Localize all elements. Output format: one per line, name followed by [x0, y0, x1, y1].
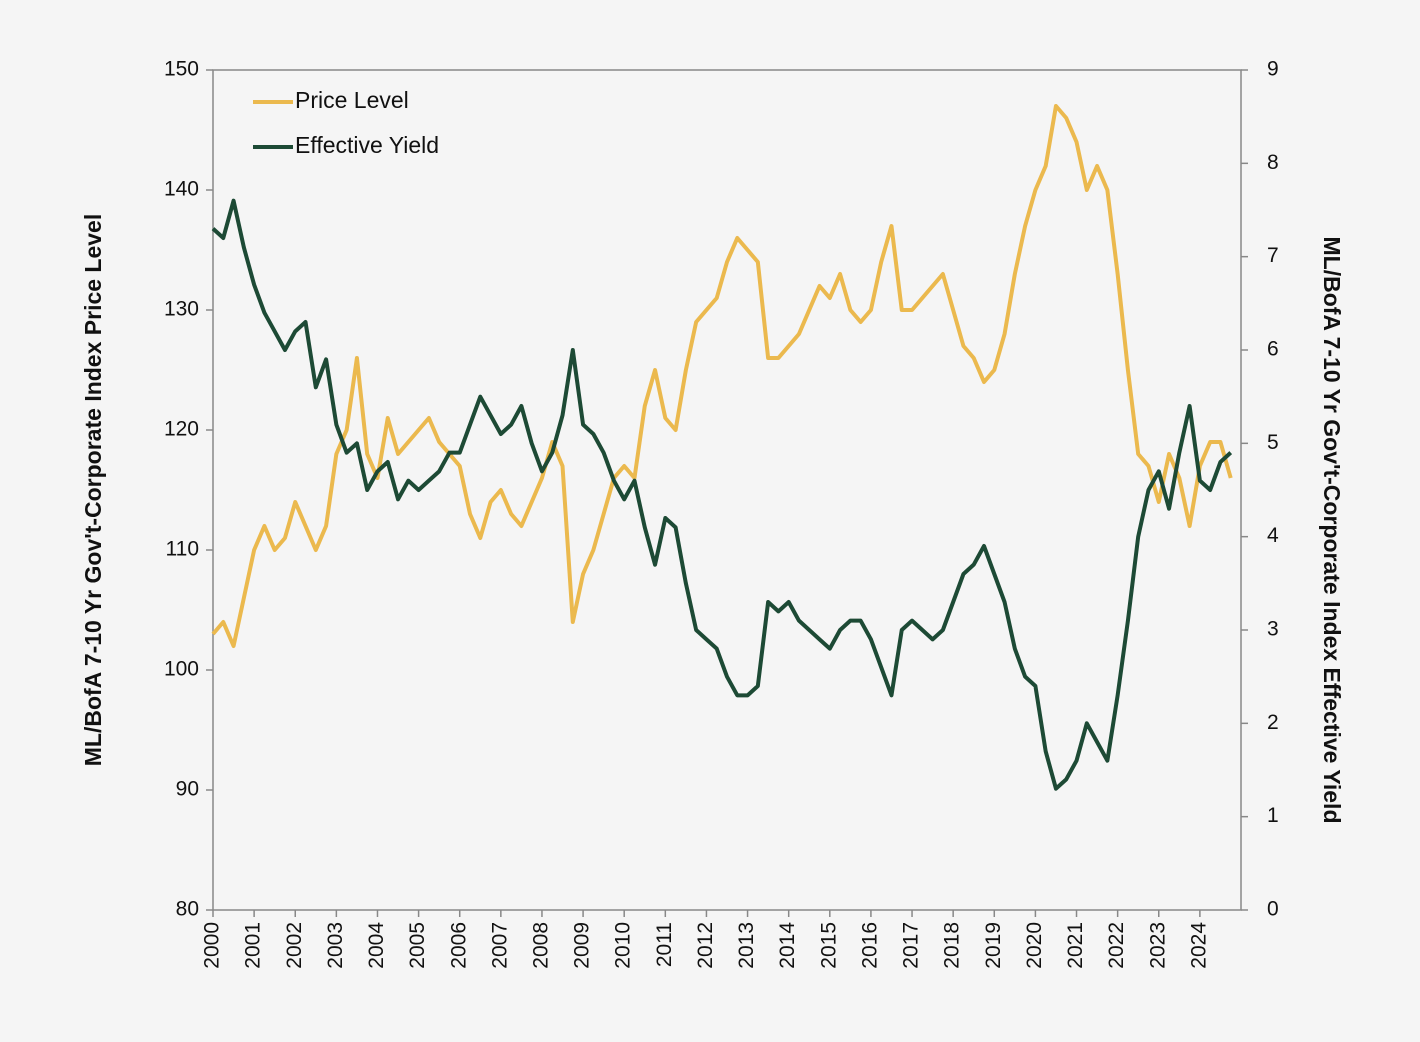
x-tick-label: 2015: [817, 922, 840, 969]
y-axis-title: ML/BofA 7-10 Yr Gov't-Corporate Index Pr…: [80, 214, 106, 767]
x-tick-label: 2014: [776, 922, 799, 969]
y-tick-label: 130: [164, 298, 199, 321]
legend-label: Price Level: [295, 87, 409, 113]
x-tick-label: 2024: [1187, 922, 1210, 969]
y2-tick-label: 0: [1267, 898, 1279, 921]
x-tick-label: 2021: [1064, 922, 1087, 969]
y2-tick-label: 6: [1267, 338, 1279, 361]
x-tick-label: 2012: [694, 922, 717, 969]
x-tick-label: 2001: [242, 922, 265, 969]
x-tick-label: 2006: [447, 922, 470, 969]
plot-frame: [212, 69, 1242, 911]
y-tick-label: 90: [176, 778, 199, 801]
y-tick-label: 80: [176, 898, 199, 921]
y2-tick-label: 9: [1267, 58, 1279, 81]
x-tick-label: 2004: [365, 922, 388, 969]
x-tick-label: 2023: [1146, 922, 1169, 969]
x-tick-label: 2017: [900, 922, 923, 969]
x-tick-label: 2007: [488, 922, 511, 969]
y2-tick-label: 4: [1267, 524, 1279, 547]
y-tick-label: 100: [164, 658, 199, 681]
x-tick-label: 2005: [406, 922, 429, 969]
x-tick-label: 2022: [1105, 922, 1128, 969]
x-tick-label: 2011: [653, 922, 676, 967]
x-tick-label: 2000: [201, 922, 224, 969]
x-tick-label: 2008: [530, 922, 553, 969]
x-tick-label: 2010: [612, 922, 635, 969]
y2-tick-label: 5: [1267, 431, 1279, 454]
y2-tick-label: 2: [1267, 711, 1279, 734]
legend-label: Effective Yield: [295, 132, 439, 158]
x-tick-label: 2016: [858, 922, 881, 969]
x-tick-label: 2013: [735, 922, 758, 969]
y2-axis-title: ML/BofA 7-10 Yr Gov't-Corporate Index Ef…: [1319, 237, 1345, 824]
y-tick-label: 120: [164, 418, 199, 441]
x-tick-label: 2002: [283, 922, 306, 969]
x-tick-label: 2018: [941, 922, 964, 969]
x-tick-label: 2020: [1023, 922, 1046, 969]
y2-tick-label: 8: [1267, 151, 1279, 174]
x-tick-label: 2019: [982, 922, 1005, 969]
y2-tick-label: 3: [1267, 618, 1279, 641]
y2-tick-label: 7: [1267, 244, 1279, 267]
y-tick-label: 140: [164, 178, 199, 201]
x-tick-label: 2003: [324, 922, 347, 969]
y-tick-label: 150: [164, 58, 199, 81]
series-line: [211, 104, 1233, 648]
series-line: [211, 198, 1233, 791]
y2-tick-label: 1: [1267, 804, 1279, 827]
x-tick-label: 2009: [571, 922, 594, 969]
y-tick-label: 110: [166, 538, 199, 561]
